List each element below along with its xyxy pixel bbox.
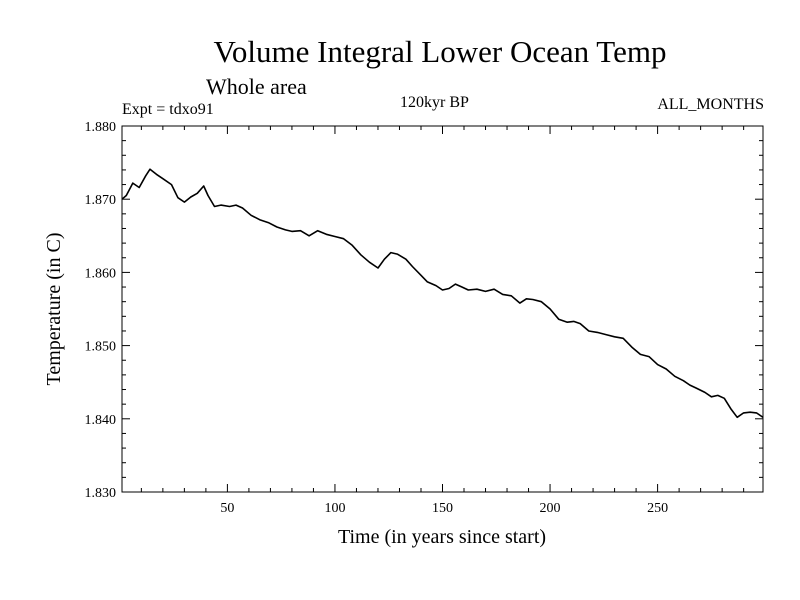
x-tick-label: 100: [324, 501, 345, 516]
chart-title: Volume Integral Lower Ocean Temp: [213, 34, 667, 69]
period-label: 120kyr BP: [400, 94, 469, 111]
x-tick-labels: 50 100 150 200 250: [220, 501, 668, 516]
x-tick-label: 250: [647, 501, 668, 516]
chart-subtitle: Whole area: [206, 74, 307, 99]
x-tick-label: 50: [220, 501, 234, 516]
y-tick-label: 1.840: [85, 413, 117, 428]
y-axis-label: Temperature (in C): [43, 233, 65, 386]
y-tick-label: 1.870: [85, 193, 117, 208]
axis-ticks: [122, 126, 763, 492]
y-tick-label: 1.830: [85, 486, 117, 501]
series-line: [121, 168, 764, 419]
y-tick-label: 1.850: [85, 340, 117, 355]
months-label: ALL_MONTHS: [657, 96, 764, 113]
y-tick-label: 1.860: [85, 266, 117, 281]
x-tick-label: 150: [432, 501, 453, 516]
x-axis-label: Time (in years since start): [338, 526, 546, 548]
y-tick-label: 1.880: [85, 120, 117, 135]
y-tick-labels: 1.830 1.840 1.850 1.860 1.870 1.880: [85, 120, 117, 501]
x-tick-label: 200: [540, 501, 561, 516]
plot-frame: [121, 125, 764, 493]
experiment-label: Expt = tdxo91: [122, 101, 214, 118]
